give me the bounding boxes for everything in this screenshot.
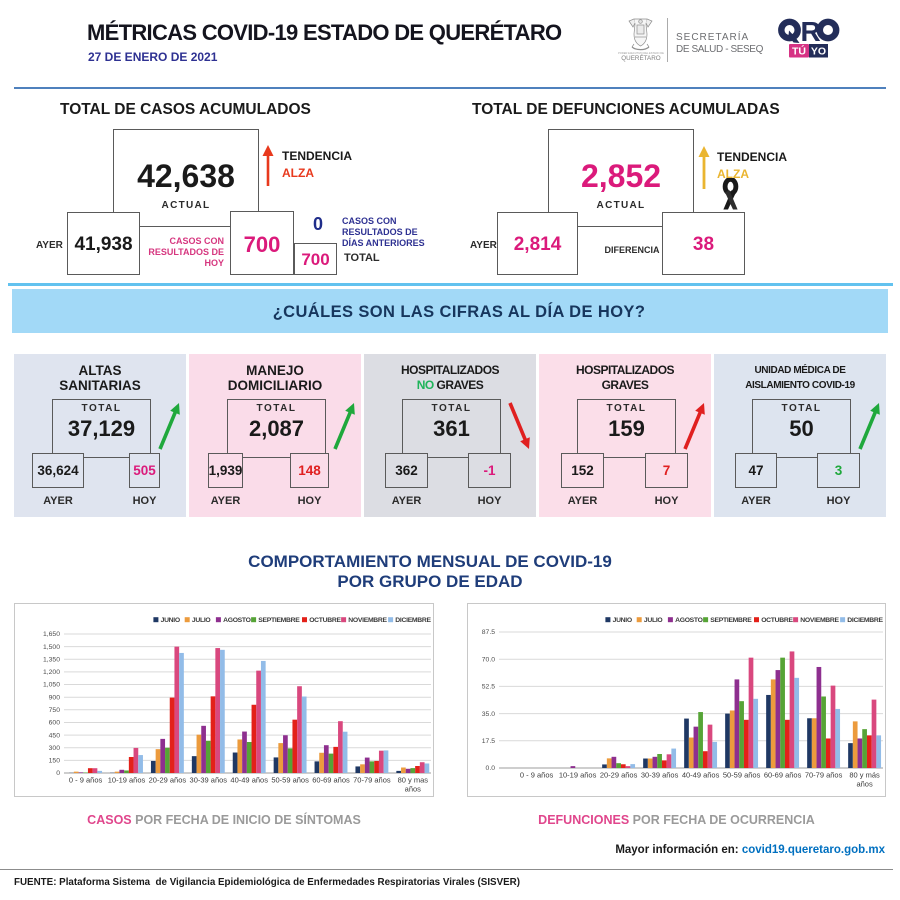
svg-text:70.0: 70.0 — [482, 656, 495, 663]
svg-text:AGOSTO: AGOSTO — [223, 617, 251, 624]
svg-text:35.0: 35.0 — [482, 711, 495, 718]
svg-text:60-69 años: 60-69 años — [764, 771, 802, 780]
svg-text:años: años — [856, 780, 873, 789]
svg-text:SEPTIEMBRE: SEPTIEMBRE — [258, 617, 300, 624]
svg-text:80 y más: 80 y más — [849, 771, 880, 780]
svg-text:150: 150 — [49, 758, 61, 765]
svg-text:20-29 años: 20-29 años — [149, 776, 187, 785]
svg-text:80 y mas: 80 y mas — [398, 776, 429, 785]
svg-text:OCTUBRE: OCTUBRE — [309, 617, 341, 624]
svg-text:JULIO: JULIO — [192, 617, 211, 624]
svg-text:50-59 años: 50-59 años — [723, 771, 761, 780]
svg-text:52.5: 52.5 — [482, 684, 495, 691]
svg-text:0: 0 — [56, 770, 60, 777]
svg-text:YO: YO — [811, 46, 826, 58]
svg-text:JUNIO: JUNIO — [613, 617, 632, 624]
svg-text:30-39 años: 30-39 años — [190, 776, 228, 785]
svg-text:SEPTIEMBRE: SEPTIEMBRE — [710, 617, 752, 624]
svg-text:JULIO: JULIO — [644, 617, 663, 624]
svg-text:1,650: 1,650 — [43, 631, 60, 638]
svg-text:900: 900 — [49, 694, 61, 701]
svg-text:AGOSTO: AGOSTO — [675, 617, 703, 624]
svg-text:0 - 9 años: 0 - 9 años — [69, 776, 103, 785]
svg-text:17.5: 17.5 — [482, 738, 495, 745]
svg-text:1,050: 1,050 — [43, 682, 60, 689]
svg-text:50-59 años: 50-59 años — [271, 776, 309, 785]
svg-text:10-19 años: 10-19 años — [559, 771, 597, 780]
svg-text:20-29 años: 20-29 años — [600, 771, 638, 780]
svg-text:30-39 años: 30-39 años — [641, 771, 679, 780]
svg-text:1,350: 1,350 — [43, 657, 60, 664]
svg-text:JUNIO: JUNIO — [161, 617, 180, 624]
svg-text:70-79 años: 70-79 años — [805, 771, 843, 780]
svg-text:0.0: 0.0 — [486, 765, 496, 772]
svg-text:NOVIEMBRE: NOVIEMBRE — [800, 617, 839, 624]
svg-text:10-19 años: 10-19 años — [108, 776, 146, 785]
svg-text:años: años — [405, 785, 422, 794]
svg-text:750: 750 — [49, 707, 61, 714]
svg-text:NOVIEMBRE: NOVIEMBRE — [348, 617, 387, 624]
svg-text:1,500: 1,500 — [43, 644, 60, 651]
svg-text:DICIEMBRE: DICIEMBRE — [395, 617, 431, 624]
svg-text:87.5: 87.5 — [482, 629, 495, 636]
svg-text:DICIEMBRE: DICIEMBRE — [847, 617, 883, 624]
svg-text:300: 300 — [49, 745, 61, 752]
svg-text:1,200: 1,200 — [43, 669, 60, 676]
svg-text:600: 600 — [49, 720, 61, 727]
svg-text:OCTUBRE: OCTUBRE — [761, 617, 793, 624]
svg-text:TÚ: TÚ — [792, 45, 806, 58]
svg-text:60-69 años: 60-69 años — [312, 776, 350, 785]
svg-text:0 - 9 años: 0 - 9 años — [520, 771, 554, 780]
svg-text:R: R — [801, 16, 821, 47]
svg-text:40-49 años: 40-49 años — [682, 771, 720, 780]
svg-text:450: 450 — [49, 732, 61, 739]
svg-text:40-49 años: 40-49 años — [230, 776, 268, 785]
svg-text:70-79 años: 70-79 años — [353, 776, 391, 785]
